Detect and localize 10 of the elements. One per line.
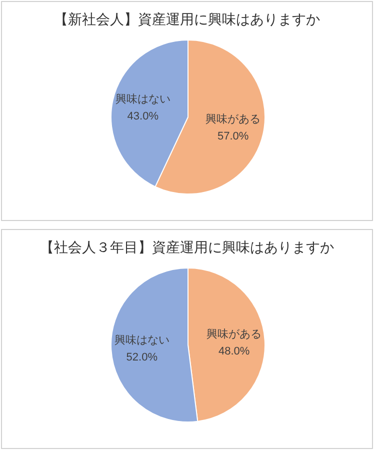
- data-label: 48.0%: [218, 346, 250, 358]
- data-label: 43.0%: [127, 110, 159, 122]
- chart-title: 【新社会人】資産運用に興味はありますか: [54, 11, 320, 27]
- slice-label: 興味がある: [206, 328, 262, 341]
- slice-label: 興味はない: [114, 333, 170, 346]
- slice-label: 興味がある: [206, 112, 261, 126]
- data-label: 52.0%: [126, 351, 158, 364]
- slice-label: 興味はない: [115, 92, 170, 106]
- data-label: 57.0%: [217, 130, 249, 143]
- chart-title: 【社会人３年目】資産運用に興味はありますか: [40, 239, 334, 255]
